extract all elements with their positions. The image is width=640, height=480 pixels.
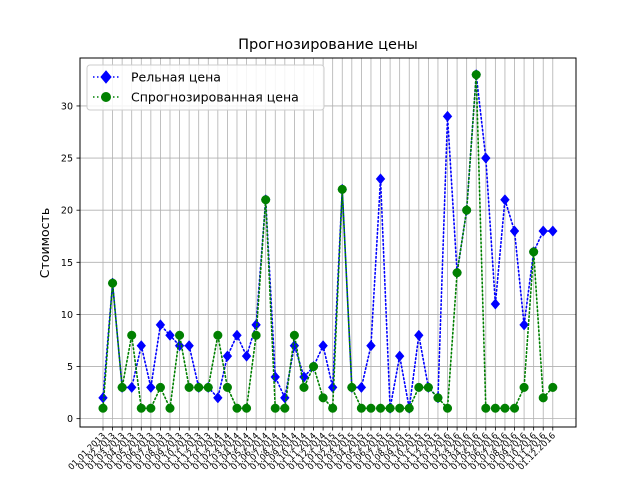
- legend-box: [86, 64, 325, 111]
- data-point-forecast: [165, 403, 175, 413]
- data-point-real: [232, 329, 242, 341]
- data-point-real: [136, 340, 147, 352]
- data-point-forecast: [289, 330, 299, 340]
- data-point-forecast: [127, 330, 137, 340]
- data-point-forecast: [519, 382, 529, 392]
- data-point-forecast: [136, 403, 146, 413]
- data-point-forecast: [203, 382, 213, 392]
- data-point-real: [548, 225, 558, 237]
- data-point-forecast: [222, 382, 232, 392]
- data-point-forecast: [261, 195, 271, 205]
- data-point-forecast: [395, 403, 405, 413]
- data-point-forecast: [108, 278, 118, 288]
- data-point-forecast: [270, 403, 280, 413]
- series-layer: [98, 69, 558, 414]
- data-point-real: [509, 225, 520, 237]
- data-point-forecast: [385, 403, 395, 413]
- data-point-forecast: [280, 403, 290, 413]
- y-tick-label: 15: [61, 258, 73, 269]
- data-point-forecast: [366, 403, 376, 413]
- data-point-real: [442, 110, 453, 122]
- y-tick-label: 30: [61, 101, 73, 112]
- y-tick-label: 20: [61, 206, 73, 217]
- data-point-forecast: [423, 382, 433, 392]
- data-point-forecast: [452, 268, 462, 278]
- data-point-forecast: [117, 382, 127, 392]
- data-point-forecast: [146, 403, 156, 413]
- data-point-forecast: [442, 403, 453, 413]
- legend-marker-real: [100, 70, 112, 84]
- legend-label-real: Рельная цена: [131, 70, 221, 85]
- data-point-forecast: [471, 70, 481, 80]
- legend-marker-forecast: [101, 92, 111, 102]
- data-point-real: [270, 371, 281, 383]
- series-line-forecast: [102, 74, 554, 412]
- chart-title: Прогнозирование цены: [238, 37, 418, 53]
- data-point-real: [318, 340, 328, 352]
- data-point-real: [481, 152, 491, 164]
- data-point-real: [500, 194, 510, 206]
- data-point-real: [366, 340, 376, 352]
- data-point-real: [213, 392, 223, 404]
- data-point-real: [241, 350, 252, 362]
- data-point-forecast: [404, 403, 414, 413]
- data-point-forecast: [175, 330, 185, 340]
- y-tick-label: 0: [67, 414, 73, 425]
- data-point-forecast: [242, 403, 252, 413]
- data-point-forecast: [538, 393, 548, 403]
- axes-frame: [79, 57, 577, 428]
- data-point-forecast: [509, 403, 520, 413]
- data-point-real: [356, 381, 367, 393]
- data-point-real: [394, 350, 405, 362]
- data-point-forecast: [328, 403, 338, 413]
- data-point-real: [375, 173, 386, 185]
- data-point-forecast: [194, 382, 204, 392]
- legend: Рельная цена Спрогнозированная цена: [86, 64, 325, 111]
- data-point-forecast: [213, 330, 223, 340]
- data-point-forecast: [500, 403, 510, 413]
- data-point-real: [165, 329, 175, 341]
- data-point-forecast: [308, 361, 319, 372]
- y-tick-label: 25: [61, 154, 73, 165]
- data-point-real: [146, 381, 156, 393]
- y-tick-label: 10: [61, 310, 73, 321]
- data-point-real: [519, 319, 529, 331]
- data-point-real: [414, 329, 424, 341]
- data-point-real: [184, 340, 194, 352]
- data-point-forecast: [337, 184, 347, 194]
- data-point-forecast: [481, 403, 491, 413]
- vertical-gridlines: [102, 58, 554, 427]
- data-point-forecast: [356, 403, 366, 413]
- data-point-forecast: [375, 403, 386, 413]
- legend-label-forecast: Спрогнозированная цена: [131, 90, 299, 105]
- data-point-forecast: [433, 393, 443, 403]
- data-point-forecast: [548, 382, 558, 392]
- data-point-forecast: [232, 403, 242, 413]
- data-point-forecast: [529, 247, 539, 257]
- data-point-forecast: [490, 403, 500, 413]
- data-point-forecast: [347, 382, 357, 392]
- data-point-forecast: [299, 382, 309, 392]
- data-point-forecast: [184, 382, 194, 392]
- data-point-forecast: [462, 205, 472, 215]
- data-point-forecast: [251, 330, 261, 340]
- y-tick-label: 5: [67, 362, 73, 373]
- data-point-real: [222, 350, 233, 362]
- data-point-forecast: [155, 382, 165, 392]
- data-point-real: [126, 381, 137, 393]
- y-axis-ticks: 0 5 10 15 20 25 30: [61, 101, 80, 425]
- data-point-real: [155, 319, 166, 331]
- x-axis-ticks: 01.01.201301.02.201301.03.201301.04.2013…: [67, 427, 558, 473]
- data-point-real: [490, 298, 501, 310]
- y-axis-label: Стоимость: [37, 208, 52, 278]
- data-point-forecast: [318, 393, 328, 403]
- data-point-forecast: [414, 382, 424, 392]
- data-point-real: [538, 225, 548, 237]
- data-point-forecast: [98, 403, 108, 413]
